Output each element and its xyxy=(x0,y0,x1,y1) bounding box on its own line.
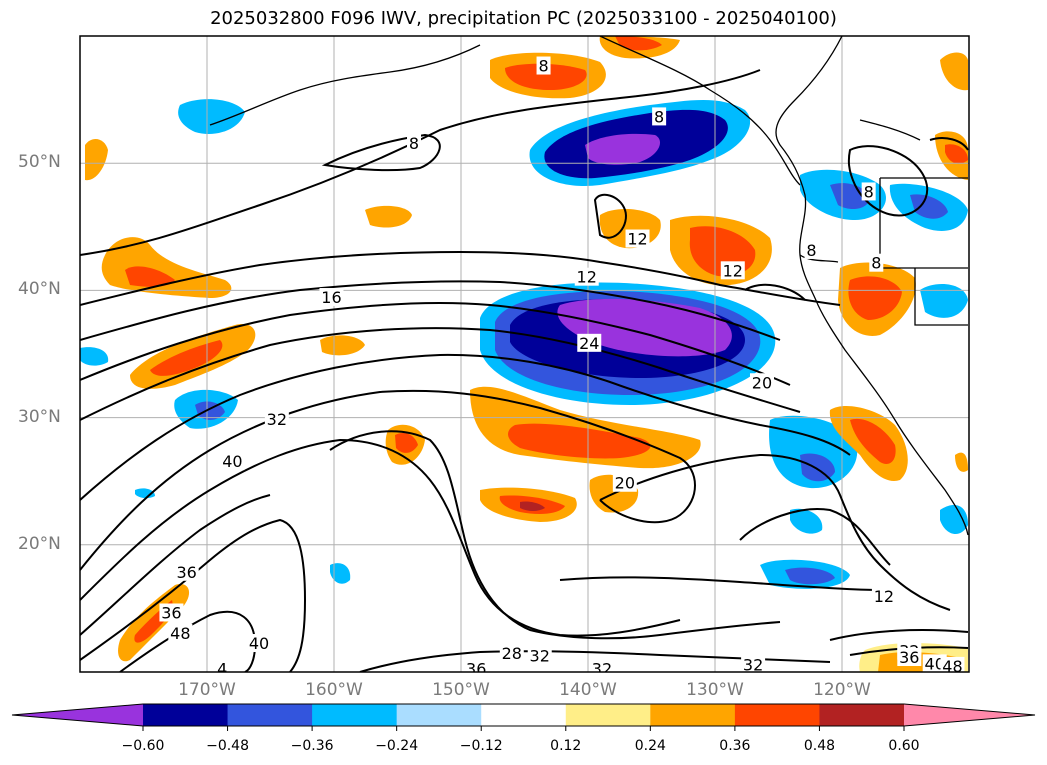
colorbar-tick-label: 0.60 xyxy=(888,738,920,754)
colorbar-cell xyxy=(143,704,229,726)
contour-label: 36 xyxy=(466,659,486,678)
longitude-label: 170°W xyxy=(178,680,236,700)
contour-label: 28 xyxy=(502,644,522,663)
contour-label-background xyxy=(527,646,552,665)
contour-label-background xyxy=(247,634,272,653)
contour-label-background xyxy=(159,603,184,622)
contour-label: 40 xyxy=(925,654,945,673)
colorbar-tick-label: 0.48 xyxy=(803,738,836,754)
contour-label-background xyxy=(574,267,599,286)
contour-label: 36 xyxy=(177,563,197,582)
colorbar-extend-min xyxy=(12,704,143,726)
contour-label: 12 xyxy=(627,230,647,249)
longitude-label: 160°W xyxy=(305,680,363,700)
colorbar-outline xyxy=(11,703,1036,727)
colorbar-tick-label: −0.60 xyxy=(121,738,165,754)
longitude-label: 120°W xyxy=(813,680,871,700)
contour-label-background xyxy=(168,623,193,642)
longitude-label: 130°W xyxy=(686,680,744,700)
contour-label-background xyxy=(940,656,965,672)
contour-label: 8 xyxy=(654,107,664,126)
contour-label: 32 xyxy=(267,410,287,429)
contour-label: 36 xyxy=(161,603,181,622)
contour-label-background xyxy=(577,333,602,352)
map-title: 2025032800 F096 IWV, precipitation PC (2… xyxy=(210,8,837,29)
contour-label: 8 xyxy=(806,241,816,260)
contour-label: 32 xyxy=(530,647,550,666)
contour-label: 48 xyxy=(170,624,190,643)
contour-label-background xyxy=(869,253,884,272)
latitude-label: 40°N xyxy=(18,279,61,300)
coastline xyxy=(209,36,969,536)
colorbar-tick-label: 0.36 xyxy=(719,738,751,754)
contour-label-background xyxy=(264,410,289,429)
colorbar-cell xyxy=(734,704,820,726)
colorbar-tick-label: −0.12 xyxy=(459,738,503,754)
latitude-label: 30°N xyxy=(18,406,61,427)
contour-label-background xyxy=(499,644,524,663)
contour-label: 20 xyxy=(615,474,635,493)
negative-anomaly-coast xyxy=(760,169,968,589)
colorbar-cell xyxy=(650,704,736,726)
contour-label: 8 xyxy=(538,57,548,76)
contour-label: 20 xyxy=(752,373,772,392)
contour-label: 8 xyxy=(871,254,881,273)
contour-label-background xyxy=(215,659,230,672)
contour-label: 8 xyxy=(864,182,874,201)
contour-label-background xyxy=(625,229,650,248)
negative-anomaly-north xyxy=(529,100,751,186)
contour-label: 36 xyxy=(899,648,919,667)
contour-label-background xyxy=(749,373,774,392)
colorbar-cell xyxy=(312,704,398,726)
contour-label: 8 xyxy=(409,134,419,153)
contour-label: 32 xyxy=(592,659,612,678)
contour-label: 12 xyxy=(723,261,743,280)
contour-label-background xyxy=(897,648,922,667)
contour-label: 24 xyxy=(579,334,599,353)
colorbar-tick-label: 0.12 xyxy=(550,738,582,754)
colorbar-tick-label: 0.24 xyxy=(634,738,666,754)
contour-label: 4 xyxy=(217,659,227,678)
latitude-label: 50°N xyxy=(18,152,61,173)
contour-label-background xyxy=(741,655,766,672)
latitude-label: 20°N xyxy=(18,533,61,554)
contour-label-background xyxy=(407,134,422,153)
contour-label-background xyxy=(612,473,637,492)
colorbar-tick-label: −0.48 xyxy=(206,738,249,754)
colorbar-tick-label: −0.36 xyxy=(290,738,334,754)
map-frame xyxy=(79,35,970,673)
contour-label: 12 xyxy=(577,268,597,287)
contour-label-background xyxy=(536,56,551,75)
colorbar-cell xyxy=(227,704,313,726)
contour-label-background xyxy=(720,261,745,280)
contour-label: 48 xyxy=(942,657,962,676)
longitude-label: 140°W xyxy=(559,680,617,700)
contour-label-background xyxy=(804,240,819,259)
colorbar-cell xyxy=(396,704,482,726)
contour-label: 40 xyxy=(249,634,269,653)
contour-label-background xyxy=(589,659,614,672)
contour-label: 12 xyxy=(874,587,894,606)
contour-label: 32 xyxy=(743,656,763,675)
contour-label-background xyxy=(464,659,489,672)
contour-label-background xyxy=(871,586,896,605)
colorbar-cell xyxy=(481,704,567,726)
contour-label-background xyxy=(319,288,344,307)
map-gridlines xyxy=(80,36,969,672)
contour-label-background xyxy=(220,452,245,471)
colorbar-extend-max xyxy=(904,704,1035,726)
contour-label-background xyxy=(861,182,876,201)
colorbar-tick-label: −0.24 xyxy=(375,738,419,754)
colorbar-cell xyxy=(819,704,905,726)
longitude-label: 150°W xyxy=(432,680,490,700)
contour-label-background xyxy=(174,562,199,581)
contour-label: 16 xyxy=(321,288,341,307)
contour-label: 40 xyxy=(222,452,242,471)
contour-label-background xyxy=(652,107,667,126)
colorbar-cell xyxy=(565,704,651,726)
